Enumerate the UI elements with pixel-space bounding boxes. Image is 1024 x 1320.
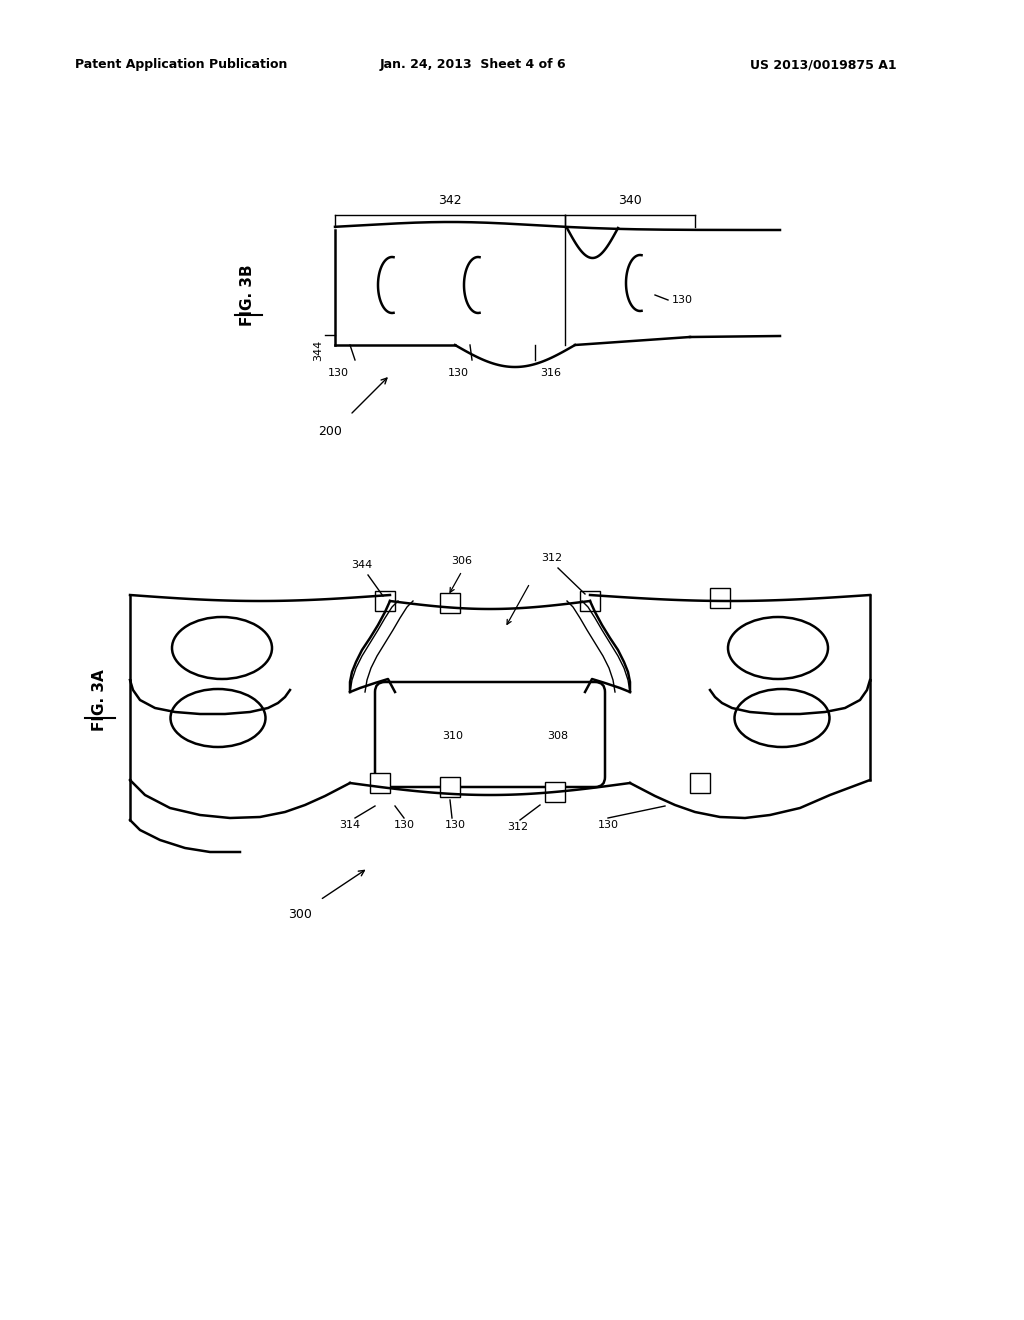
Text: 300: 300 — [288, 908, 312, 921]
Text: 310: 310 — [442, 731, 464, 741]
Bar — [440, 777, 460, 797]
Text: 130: 130 — [447, 368, 469, 378]
Text: US 2013/0019875 A1: US 2013/0019875 A1 — [750, 58, 897, 71]
Bar — [375, 591, 395, 611]
Text: Patent Application Publication: Patent Application Publication — [75, 58, 288, 71]
Text: 130: 130 — [672, 294, 693, 305]
Text: 316: 316 — [540, 368, 561, 378]
Text: 200: 200 — [318, 425, 342, 438]
Text: FIG. 3B: FIG. 3B — [241, 264, 256, 326]
Bar — [545, 781, 565, 803]
Text: 308: 308 — [548, 731, 568, 741]
Text: 342: 342 — [438, 194, 462, 207]
Bar — [370, 774, 390, 793]
Text: 306: 306 — [452, 556, 472, 566]
Text: 340: 340 — [618, 194, 642, 207]
Text: FIG. 3A: FIG. 3A — [92, 669, 108, 731]
Text: 344: 344 — [351, 560, 373, 570]
Text: 312: 312 — [508, 822, 528, 832]
Text: 130: 130 — [444, 820, 466, 830]
Text: 130: 130 — [393, 820, 415, 830]
Text: 312: 312 — [542, 553, 562, 564]
Text: 130: 130 — [597, 820, 618, 830]
Text: 344: 344 — [313, 341, 323, 362]
Bar — [580, 591, 600, 611]
Text: Jan. 24, 2013  Sheet 4 of 6: Jan. 24, 2013 Sheet 4 of 6 — [380, 58, 566, 71]
Text: 130: 130 — [328, 368, 348, 378]
Bar — [710, 587, 730, 609]
Bar — [690, 774, 710, 793]
Text: 314: 314 — [339, 820, 360, 830]
Bar — [440, 593, 460, 612]
